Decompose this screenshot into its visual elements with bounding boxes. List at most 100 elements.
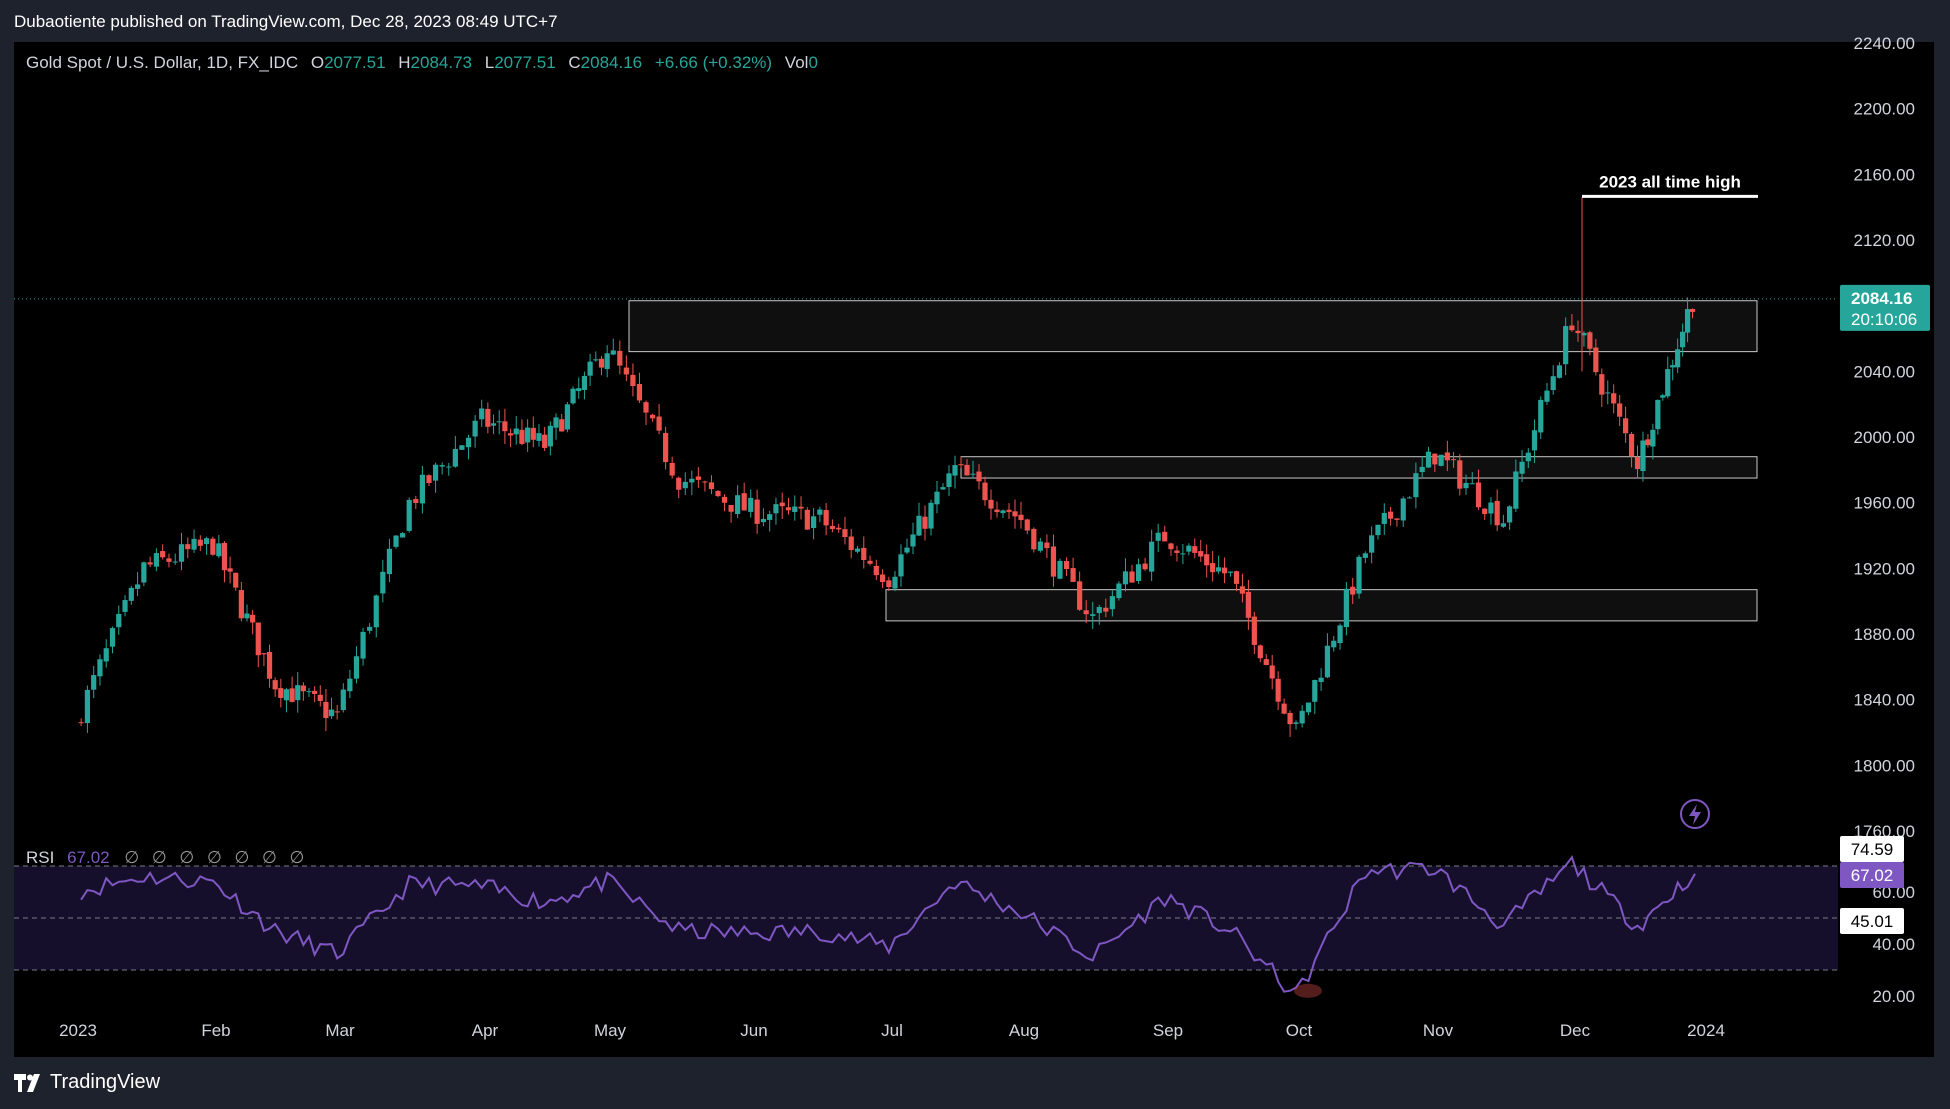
candle-body: [400, 533, 406, 538]
candle-body: [1318, 677, 1324, 682]
candle-body: [334, 711, 340, 713]
candle-body: [1168, 543, 1174, 550]
candle-body: [1444, 452, 1450, 461]
candle-body: [1129, 571, 1135, 583]
candle-body: [502, 421, 508, 432]
candle-body: [1057, 560, 1063, 579]
candle-body: [141, 562, 147, 583]
candle-body: [928, 502, 934, 529]
candle-body: [153, 553, 160, 567]
candle-body: [663, 432, 669, 463]
lightning-icon[interactable]: [1680, 799, 1710, 829]
candle-body: [988, 499, 994, 509]
price-tick-label: 1840.00: [1854, 691, 1915, 710]
candle-body: [525, 427, 531, 443]
candle-body: [1198, 551, 1204, 557]
candle-body: [1012, 511, 1018, 517]
candle-body: [490, 423, 497, 426]
low-value: 2077.51: [494, 53, 556, 72]
candle-body: [916, 515, 922, 536]
close-value: 2084.16: [580, 53, 643, 72]
candle-body: [559, 419, 565, 432]
candle-body: [1469, 483, 1475, 485]
zone-3: [885, 589, 1758, 622]
frame-left: [0, 42, 14, 1057]
candle-body: [1450, 459, 1457, 461]
candle-body: [598, 358, 605, 368]
last-price-tag-countdown: 20:10:06: [1851, 310, 1917, 329]
candle-body: [1413, 473, 1419, 498]
support-resistance-zones: [14, 298, 1838, 622]
candle-body: [1227, 571, 1234, 573]
candle-body: [1305, 702, 1312, 713]
last-price-tag-price: 2084.16: [1851, 289, 1912, 308]
candle-body: [1343, 588, 1349, 628]
candle-body: [300, 685, 306, 692]
candle-body: [1006, 509, 1012, 512]
candle-body: [432, 464, 439, 481]
candle-body: [1419, 466, 1425, 472]
candle-body: [1550, 376, 1556, 391]
candle-body: [643, 402, 649, 413]
rsi-name: RSI: [26, 848, 55, 867]
candle-body: [1251, 616, 1257, 645]
candle-body: [1287, 712, 1293, 725]
ath-label: 2023 all time high: [1599, 172, 1741, 191]
candle-body: [191, 538, 197, 550]
top-bar: Dubaotiente published on TradingView.com…: [0, 0, 1950, 42]
candle-body: [702, 481, 708, 483]
candle-body: [340, 689, 346, 711]
candle-body: [1275, 678, 1281, 702]
candle-body: [1116, 583, 1122, 599]
candle-body: [1037, 541, 1043, 551]
candle-body: [798, 506, 804, 509]
candle-body: [708, 482, 715, 490]
candle-body: [1162, 531, 1168, 542]
candle-body: [1044, 542, 1050, 549]
candle-body: [1623, 418, 1629, 434]
candle-body: [940, 487, 946, 490]
symbol-legend[interactable]: Gold Spot / U.S. Dollar, 1D, FX_IDC O207…: [26, 53, 818, 73]
high-value: 2084.73: [410, 53, 472, 72]
lightning-icon-bolt: [1689, 804, 1701, 825]
candle-body: [946, 473, 952, 488]
candle-body: [810, 516, 817, 529]
time-tick-label: May: [594, 1021, 627, 1040]
change-value: +6.66 (+0.32%): [654, 53, 773, 72]
candle-body: [1031, 528, 1037, 550]
tradingview-wordmark: TradingView: [50, 1071, 161, 1093]
candle-body: [836, 527, 842, 530]
candle-body: [1581, 332, 1587, 336]
candle-body: [804, 509, 810, 530]
candle-body: [353, 656, 360, 679]
axis-layer: 1760.001800.001840.001880.001920.001960.…: [59, 34, 1930, 1040]
candle-body: [1103, 607, 1109, 612]
candle-body: [1538, 399, 1544, 433]
candle-body: [347, 678, 353, 692]
candle-body: [779, 502, 785, 507]
candle-body: [1611, 393, 1617, 404]
candle-body: [898, 554, 904, 577]
candle-body: [581, 375, 588, 390]
candle-body: [1482, 508, 1488, 515]
candle-body: [283, 689, 290, 701]
candle-body: [970, 473, 976, 475]
candle-body: [109, 628, 116, 647]
candle-body: [1689, 308, 1696, 312]
candle-body: [829, 525, 836, 530]
candle-body: [848, 536, 854, 551]
price-tick-label: 1880.00: [1854, 625, 1915, 644]
candle-body: [1077, 581, 1083, 610]
candle-body: [623, 367, 629, 375]
candle-body: [952, 465, 958, 476]
tradingview-logo[interactable]: TradingView: [14, 1071, 160, 1094]
vol-value: 0: [808, 53, 818, 72]
annotation-layer: 2023 all time high: [1582, 172, 1758, 829]
candle-body: [295, 685, 301, 701]
candle-body: [1263, 659, 1269, 666]
candle-body: [386, 548, 393, 575]
candle-body: [982, 482, 988, 501]
rsi-legend[interactable]: RSI 67.02 ∅ ∅ ∅ ∅ ∅ ∅ ∅: [26, 848, 308, 868]
candle-body: [964, 464, 970, 476]
